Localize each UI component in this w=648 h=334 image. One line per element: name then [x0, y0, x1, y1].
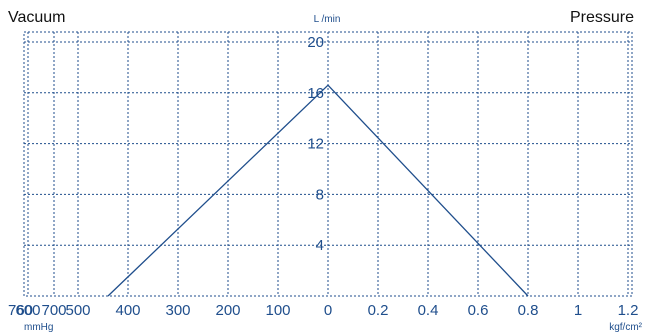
vacuum-title: Vacuum — [8, 9, 66, 26]
pressure-unit-label: kgf/cm² — [609, 322, 642, 333]
x-tick-label-pressure: 0.6 — [468, 302, 489, 319]
x-tick-label-vacuum: 400 — [115, 302, 140, 319]
series-line-pressure — [327, 84, 529, 297]
x-tick-label-vacuum: 300 — [165, 302, 190, 319]
x-tick-label-pressure: 0.4 — [418, 302, 439, 319]
x-tick-label-vacuum: 500 — [65, 302, 90, 319]
y-tick-label: 16 — [307, 85, 324, 102]
y-axis-label: L /min — [314, 14, 341, 25]
label-layer: Vacuum Pressure L /min mmHg kgf/cm² 2016… — [8, 9, 643, 333]
y-tick-label: 20 — [307, 34, 324, 51]
x-tick-label-vacuum: 0 — [324, 302, 332, 319]
x-tick-label-pressure: 1.2 — [618, 302, 639, 319]
x-tick-label-pressure: 0.2 — [368, 302, 389, 319]
y-tick-label: 8 — [316, 186, 324, 203]
x-tick-label-vacuum: 600 — [15, 302, 40, 319]
series-layer — [107, 84, 529, 297]
y-tick-label: 12 — [307, 136, 324, 153]
x-tick-label-vacuum: 100 — [265, 302, 290, 319]
pressure-title: Pressure — [570, 9, 634, 26]
y-tick-label: 4 — [316, 237, 324, 254]
vacuum-unit-label: mmHg — [24, 322, 53, 333]
x-tick-label-vacuum: 700 — [41, 302, 66, 319]
grid — [23, 31, 633, 297]
x-tick-label-pressure: 1 — [574, 302, 582, 319]
series-line-vacuum — [107, 84, 329, 297]
x-tick-label-pressure: 0.8 — [518, 302, 539, 319]
x-tick-label-vacuum: 200 — [215, 302, 240, 319]
x-tick-label-vacuum: 760 — [8, 302, 33, 319]
